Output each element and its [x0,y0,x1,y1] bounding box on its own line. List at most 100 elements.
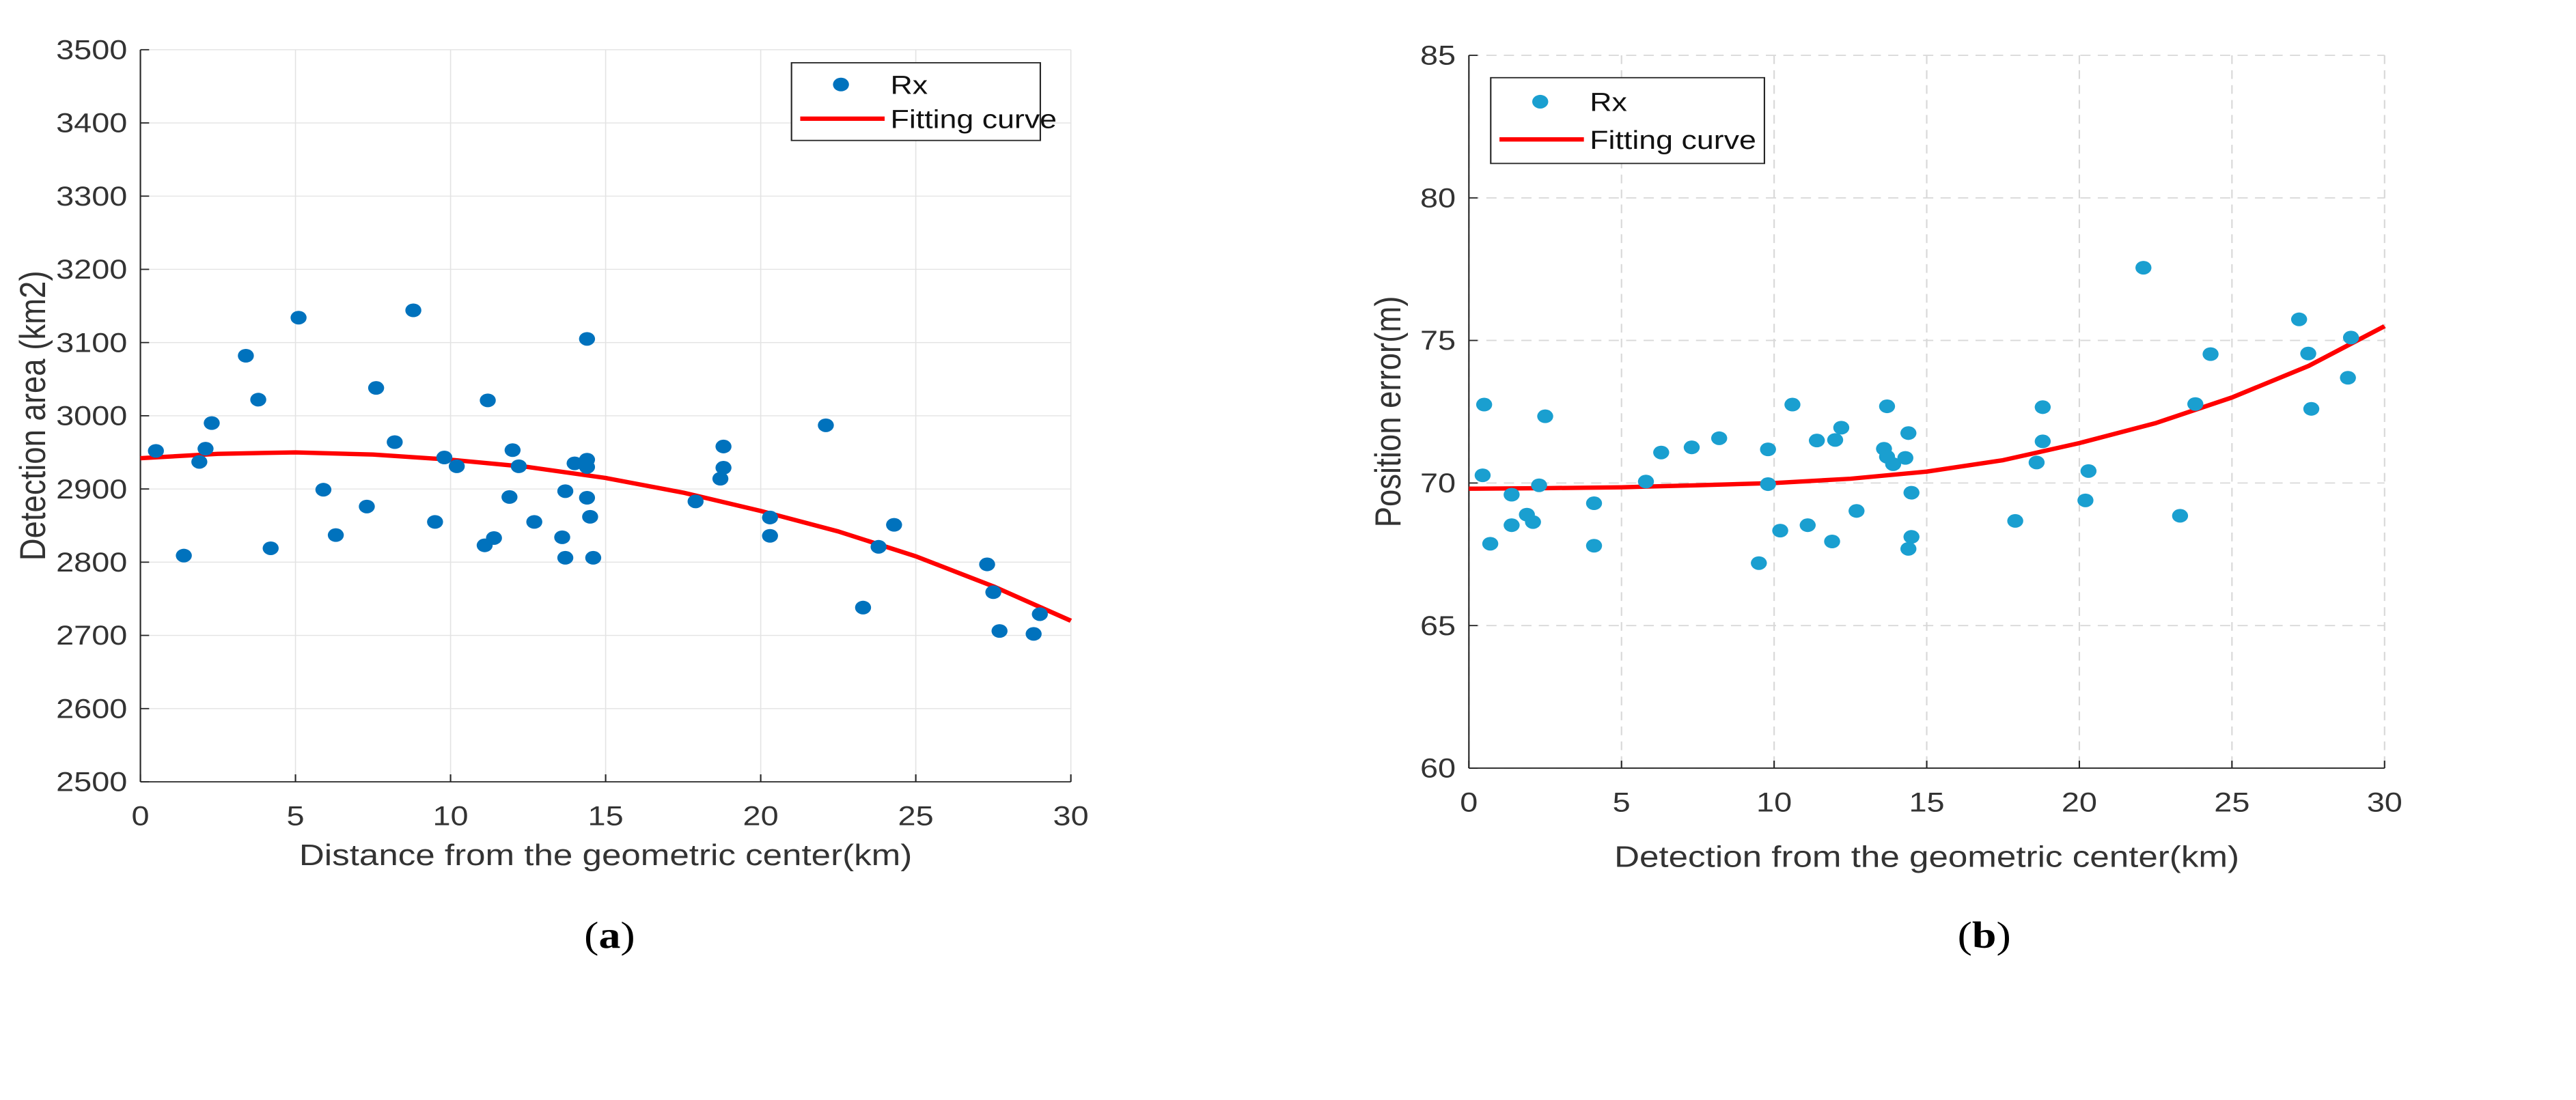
data-point [1637,475,1654,489]
y-axis-label: Detection area (km2) [13,271,53,561]
x-tick-label: 20 [2062,788,2097,818]
data-point [250,393,266,407]
data-point [979,557,995,572]
data-point [1531,478,1547,492]
data-point [501,490,518,504]
y-tick-label: 70 [1420,468,1456,498]
chart-panel-b: 0 5 10 15 20 25 30 60 65 70 75 80 85 Detection from t… [1288,0,2576,1100]
data-point [1751,556,1767,570]
y-tick-label: 2900 [56,475,127,505]
data-point [290,311,307,325]
x-tick-label: 10 [433,802,469,832]
data-point [238,348,254,363]
data-point [197,442,214,456]
x-tick-label: 15 [588,802,624,832]
data-point [405,303,421,318]
x-tick-label: 20 [743,802,779,832]
figure-caption: (a) [584,914,635,956]
data-point [1900,426,1917,440]
data-point [1683,440,1700,455]
data-point [327,528,344,542]
x-tick-label: 0 [1460,788,1478,818]
data-point [387,435,403,449]
legend-marker-icon [833,77,849,91]
data-point [762,510,778,524]
fitting-curve [140,450,1072,623]
y-tick-label: 65 [1420,611,1456,641]
legend-box [790,62,1041,141]
data-point [2340,371,2356,385]
data-point [1585,496,1603,511]
x-tick-label: 5 [1613,788,1631,818]
data-point [1808,434,1825,448]
data-point [855,600,872,615]
data-point [1031,607,1048,621]
data-point [191,455,208,469]
legend: Rx Fitting curve [790,62,1057,141]
data-point [870,539,887,554]
position-error-chart: 0 5 10 15 20 25 30 60 65 70 75 80 85 Detection from t… [1368,41,2402,956]
data-point [566,456,583,470]
data-point [1504,518,1520,533]
fitting-curve [1469,324,2386,491]
x-tick-label: 5 [287,802,305,832]
data-point [427,515,443,529]
data-point [762,528,778,543]
data-point [579,460,596,474]
data-point [2290,312,2308,326]
data-point [176,548,192,563]
x-tick-label: 10 [1756,788,1792,818]
data-point [504,443,521,457]
data-point [1903,485,1920,500]
y-tick-label: 60 [1420,754,1456,784]
legend-label: Rx [891,70,928,100]
legend-marker-icon [1532,94,1549,109]
data-point [2028,455,2045,470]
data-point [2187,397,2204,411]
data-point [712,472,729,486]
data-point [1504,488,1520,502]
data-point [480,393,496,408]
data-point [2202,347,2219,361]
caption-paren-open: ( [584,914,598,956]
y-tick-label: 3000 [56,401,127,432]
data-point [148,444,164,458]
data-point [1879,399,1896,414]
data-point [1711,431,1728,445]
data-point [1476,397,1493,412]
x-tick-label: 15 [1909,788,1944,818]
data-point [557,550,574,565]
data-point [1784,397,1801,412]
figure-caption: (b) [1958,914,2011,956]
data-point [2077,493,2094,507]
data-point [1897,451,1913,465]
data-point [1537,409,1553,423]
data-point [359,499,375,513]
data-point [2080,464,2097,478]
data-point [2300,346,2316,361]
data-point [1525,515,1541,529]
data-point [1474,468,1491,483]
y-tick-label: 3100 [56,328,127,358]
data-point [579,490,596,505]
data-point [557,484,574,498]
x-tick-label: 0 [132,802,150,832]
caption-paren-open: ( [1958,914,1972,956]
data-point [1827,433,1844,447]
chart-panel-a: 0 5 10 15 20 25 30 2500 2600 2700 2800 2900 3000 3100… [13,36,1089,956]
x-axis-label: Detection from the geometric center(km) [1614,841,2239,874]
data-point [1903,530,1920,544]
caption-paren-close: ) [620,914,635,956]
data-point [687,494,704,509]
data-point [886,518,902,532]
y-tick-label: 75 [1420,326,1456,356]
data-point [2172,509,2189,523]
data-point [2007,513,2023,528]
data-point [715,439,732,453]
x-tick-label: 25 [2214,788,2249,818]
data-point [715,461,732,475]
x-axis-label: Distance from the geometric center(km) [299,838,912,872]
data-point [1848,504,1865,518]
data-point [2303,401,2320,416]
data-point [818,418,834,432]
